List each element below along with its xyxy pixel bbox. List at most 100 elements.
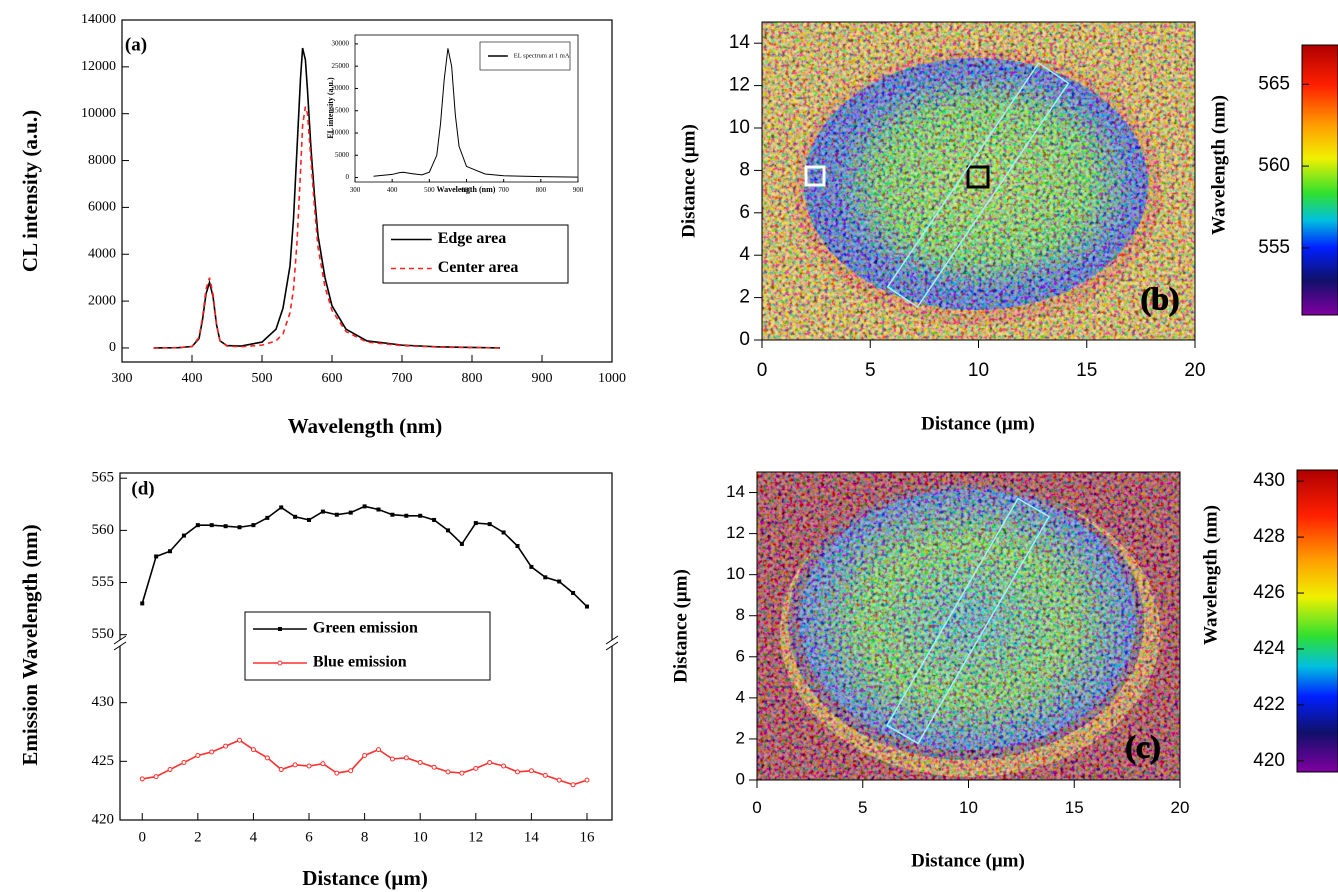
x-tick-label: 0: [757, 360, 768, 381]
colorbar-tick-label: 422: [1253, 694, 1285, 715]
x-axis-label: Wavelength (nm): [288, 414, 443, 438]
y-tick-label: 425: [92, 753, 115, 769]
y-tick-label: 6000: [88, 200, 116, 215]
legend-marker: [277, 627, 282, 631]
x-tick-label: 16: [579, 829, 595, 845]
point: [418, 513, 423, 518]
colorbar-tick-label: 430: [1253, 470, 1285, 491]
point: [404, 513, 409, 518]
x-tick-label: 600: [322, 371, 343, 386]
point: [362, 504, 367, 509]
x-tick-label: 700: [392, 371, 413, 386]
point: [209, 749, 215, 755]
y-axis-label: Distance (μm): [670, 569, 691, 683]
y-tick-label: 15000: [332, 106, 350, 114]
x-tick-label: 15: [1065, 798, 1084, 817]
y-tick-label: 4000: [88, 246, 116, 261]
point: [264, 755, 270, 761]
y-tick-label: 0: [346, 173, 350, 181]
x-tick-label: 400: [182, 371, 203, 386]
point: [542, 772, 548, 778]
legend-label: EL spectrum at 1 mA: [514, 52, 570, 59]
point: [584, 777, 590, 783]
x-tick-label: 300: [112, 371, 133, 386]
point: [584, 604, 589, 609]
point: [570, 782, 576, 788]
colorbar-tick-label: 428: [1253, 526, 1285, 547]
axis-break-mark: [605, 635, 619, 645]
point: [307, 517, 312, 522]
point: [223, 524, 228, 529]
x-tick-label: 12: [468, 829, 483, 845]
point: [168, 549, 173, 554]
y-tick-label: 2000: [88, 293, 116, 308]
y-tick-label: 0: [109, 340, 116, 355]
map-texture: [762, 22, 1195, 340]
point: [376, 507, 381, 512]
y-tick-label: 8: [736, 605, 745, 624]
point: [543, 575, 548, 580]
series-line: [373, 48, 579, 178]
y-tick-label: 12: [726, 523, 745, 542]
x-tick-label: 600: [461, 186, 472, 194]
panel-label: (d): [131, 478, 154, 499]
point: [237, 525, 242, 530]
series-line: [153, 106, 501, 349]
y-tick-label: 10: [729, 117, 750, 138]
point: [501, 530, 506, 535]
colorbar: [1301, 44, 1338, 316]
point: [181, 533, 186, 538]
point: [320, 761, 326, 767]
series-line: [153, 47, 501, 349]
axis-break-gap: [609, 640, 615, 646]
y-tick-label: 0: [736, 769, 745, 788]
scan-strip: [885, 497, 1051, 745]
panel-label: (b): [1140, 280, 1179, 316]
point: [293, 514, 298, 519]
y-tick-label: 12: [729, 75, 750, 96]
x-tick-label: 14: [524, 829, 540, 845]
point: [140, 601, 145, 606]
legend-label: Green emission: [313, 620, 418, 637]
x-tick-label: 900: [573, 186, 584, 194]
y-tick-label: 10: [726, 564, 745, 583]
legend-label: Edge area: [438, 230, 507, 247]
point: [515, 544, 520, 549]
point: [306, 763, 312, 769]
point: [167, 767, 173, 773]
x-tick-label: 10: [968, 360, 989, 381]
point: [501, 763, 507, 769]
y-tick-label: 30000: [332, 40, 350, 48]
point: [403, 755, 409, 761]
y-tick-label: 8: [739, 159, 750, 180]
x-tick-label: 500: [424, 186, 435, 194]
plot-frame: [121, 19, 613, 363]
y-tick-label: 14000: [81, 12, 116, 27]
map-image: [762, 22, 1195, 340]
y-tick-label: 14: [729, 32, 751, 53]
y-tick-label: 5000: [335, 151, 350, 159]
x-tick-label: 300: [350, 186, 361, 194]
point: [195, 752, 201, 758]
series-line: [142, 739, 588, 786]
point: [292, 762, 298, 768]
x-tick-label: 900: [532, 371, 553, 386]
x-tick-label: 800: [536, 186, 547, 194]
point: [181, 760, 187, 766]
colorbar-label: Wavelength (nm): [1208, 95, 1229, 235]
point: [417, 760, 423, 766]
legend-label: Center area: [438, 259, 519, 276]
x-tick-label: 0: [138, 829, 146, 845]
marker-box: [966, 165, 990, 189]
legend-label: Blue emission: [313, 654, 407, 671]
point: [251, 523, 256, 528]
point: [390, 512, 395, 517]
y-tick-label: 2: [739, 287, 750, 308]
axis-break-gap: [117, 640, 123, 646]
axis-break-mark: [605, 641, 619, 651]
point: [571, 590, 576, 595]
point: [265, 515, 270, 520]
point: [487, 522, 492, 527]
y-tick-label: 4: [739, 244, 750, 265]
point: [389, 756, 395, 762]
